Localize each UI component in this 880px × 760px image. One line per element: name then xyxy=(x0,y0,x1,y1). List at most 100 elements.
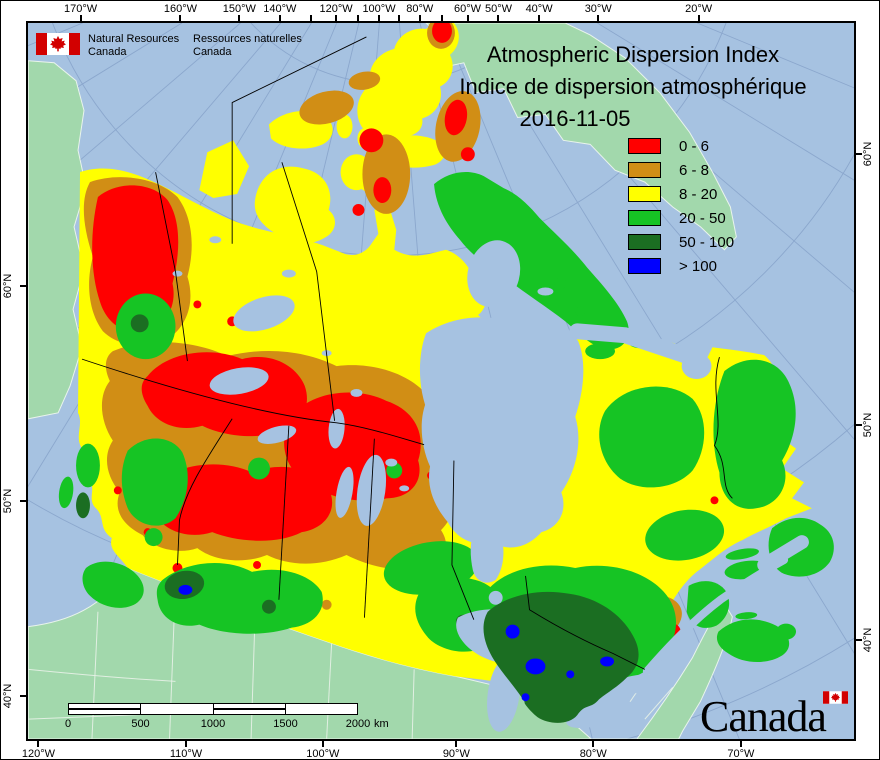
left-axis-label: 40°N xyxy=(2,683,14,709)
top-tick xyxy=(538,15,541,21)
adi-0-6-regions xyxy=(92,23,719,640)
right-tick xyxy=(856,639,862,642)
banks-island xyxy=(199,140,250,199)
hudson-bay xyxy=(419,317,584,548)
wordmark-flag-icon xyxy=(823,691,848,704)
top-axis-label: 170°W xyxy=(64,3,98,15)
bottom-tick xyxy=(185,741,188,747)
top-tick xyxy=(278,15,281,21)
legend-item: 50 - 100 xyxy=(628,234,734,251)
top-tick xyxy=(357,15,360,21)
right-tick xyxy=(856,424,862,427)
bottom-tick xyxy=(739,741,742,747)
legend-item: 6 - 8 xyxy=(628,161,734,179)
top-axis-label: 140°W xyxy=(263,3,297,15)
legend-label: 6 - 8 xyxy=(679,161,710,179)
prince-edward-island xyxy=(735,612,758,620)
legend-swatch xyxy=(628,162,661,178)
legend-label: 20 - 50 xyxy=(679,209,726,227)
bottom-tick xyxy=(321,741,324,747)
lake-athabasca xyxy=(257,425,297,444)
right-axis-label: 60°N xyxy=(862,141,874,167)
legend-swatch xyxy=(628,138,661,154)
map-frame: Natural Resources Canada Ressources natur… xyxy=(26,21,856,741)
top-axis-label: 80°W xyxy=(406,3,434,15)
great-slave-lake xyxy=(209,367,269,395)
top-tick xyxy=(418,15,421,21)
title-english: Atmospheric Dispersion Index xyxy=(486,42,780,67)
right-axis-label: 50°N xyxy=(862,412,874,438)
victoria-island xyxy=(254,166,335,244)
top-tick xyxy=(378,15,381,21)
top-tick xyxy=(179,15,182,21)
right-tick xyxy=(856,153,862,156)
bottom-tick xyxy=(455,741,458,747)
title-french: Indice de dispersion atmosphérique xyxy=(459,74,807,99)
st-lawrence-river xyxy=(642,556,789,676)
scale-bar: km 0 500 1000 1500 2000 xyxy=(64,703,389,732)
ungava-bay xyxy=(681,353,712,380)
top-axis-label: 40°W xyxy=(525,3,553,15)
legend-swatch xyxy=(628,234,661,250)
provincial-borders xyxy=(81,36,733,670)
scale-bar-tick-label: 500 xyxy=(131,718,150,730)
legend-label: 8 - 20 xyxy=(679,185,718,203)
top-tick xyxy=(466,15,469,21)
bc-gt-100 xyxy=(178,584,193,595)
legend-label: > 100 xyxy=(679,257,717,275)
top-axis-label: 120°W xyxy=(319,3,353,15)
bottom-axis-label: 110°W xyxy=(169,748,203,760)
top-tick xyxy=(79,15,82,21)
top-axis-label: 30°W xyxy=(584,3,612,15)
anticosti-island xyxy=(725,548,759,560)
hudson-strait xyxy=(569,323,693,364)
scale-bar-tick-label: 1500 xyxy=(273,718,298,730)
southern-ontario-50-100 xyxy=(483,591,639,723)
top-axis-label: 50°W xyxy=(484,3,512,15)
scale-bar-tick-label: 2000 xyxy=(345,718,371,730)
foxe-basin xyxy=(467,240,521,307)
nova-scotia xyxy=(716,619,790,663)
alaska xyxy=(28,60,87,420)
top-axis-label: 150°W xyxy=(222,3,256,15)
canada-adi-map xyxy=(28,23,854,739)
bottom-tick xyxy=(37,741,40,747)
nrcan-signature: Natural Resources Canada Ressources natur… xyxy=(36,33,303,59)
scale-bar-unit: km xyxy=(374,718,389,730)
bottom-axis-label: 80°W xyxy=(579,748,607,760)
top-axis-label: 20°W xyxy=(685,3,713,15)
top-tick xyxy=(441,15,444,21)
bottom-tick xyxy=(592,741,595,747)
left-axis-label: 50°N xyxy=(2,488,14,514)
bottom-axis-label: 70°W xyxy=(727,748,755,760)
scale-bar-tick-label: 0 xyxy=(64,718,72,730)
top-tick xyxy=(497,15,500,21)
james-bay xyxy=(470,528,504,583)
left-axis-label: 60°N xyxy=(2,273,14,299)
montreal-gt-100 xyxy=(600,656,615,667)
legend-item: 8 - 20 xyxy=(628,185,734,203)
bottom-axis-label: 90°W xyxy=(442,748,470,760)
right-axis-label: 40°N xyxy=(862,627,874,653)
top-tick xyxy=(238,15,241,21)
adi-legend: 0 - 6 6 - 8 8 - 20 20 - 50 50 - 100 > 100 xyxy=(628,138,734,282)
ellesmere-island xyxy=(357,23,459,139)
top-tick xyxy=(335,15,338,21)
canada-wordmark: Canada xyxy=(700,692,827,741)
title-date: 2016-11-05 xyxy=(519,106,631,131)
top-tick xyxy=(398,15,401,21)
legend-item: > 100 xyxy=(628,257,734,275)
baffin-island xyxy=(434,172,629,350)
haida-gwaii xyxy=(58,476,74,509)
legend-swatch xyxy=(628,258,661,274)
top-tick xyxy=(597,15,600,21)
top-tick xyxy=(309,15,312,21)
bottom-axis-label: 120°W xyxy=(21,748,55,760)
left-tick xyxy=(20,499,26,502)
legend-swatch xyxy=(628,186,661,202)
scale-bar-labels: km 0 500 1000 1500 2000 xyxy=(64,718,389,732)
adi-20-50-regions xyxy=(76,277,796,686)
top-axis-label: 60°W xyxy=(454,3,482,15)
scale-bar-tick-label: 1000 xyxy=(200,718,226,730)
